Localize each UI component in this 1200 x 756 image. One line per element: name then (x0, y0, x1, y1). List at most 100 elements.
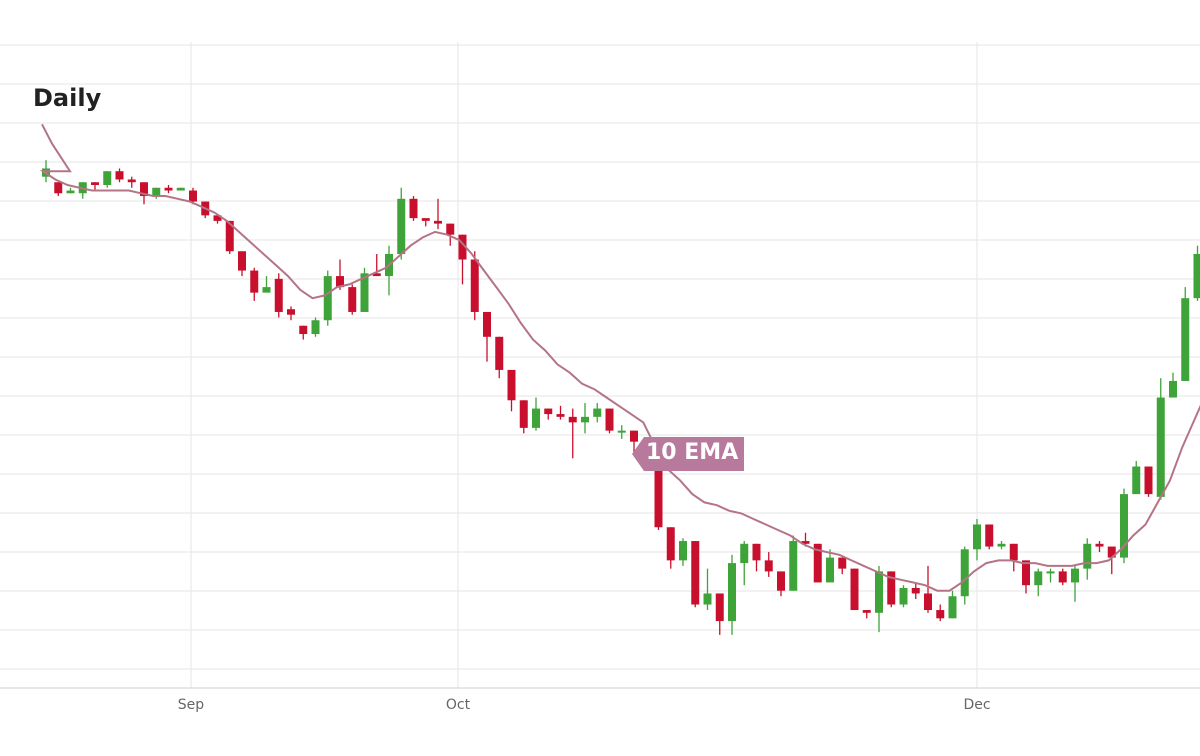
ema-tag-label: 10 EMA (646, 440, 739, 465)
candle-body-down (911, 587, 920, 594)
candle-body-down (924, 593, 932, 611)
candle-body-down (91, 182, 99, 185)
candle-body-up (948, 596, 957, 619)
candle-body-down (887, 571, 896, 605)
candle-body-down (372, 273, 381, 277)
ema-tag-shape (632, 437, 744, 471)
candle-body-down (213, 215, 222, 221)
candle-body-down (287, 309, 295, 315)
candle-body-down (1022, 560, 1030, 586)
chart-title: Daily (33, 84, 102, 112)
candle-body-up (103, 171, 112, 185)
candle-body-down (862, 610, 871, 613)
candle-body-down (666, 527, 675, 561)
candle-body-down (348, 287, 357, 312)
candle-body-down (985, 524, 994, 547)
x-tick-label: Sep (178, 697, 205, 713)
candle-body-up (397, 198, 406, 254)
candle-body-up (311, 320, 320, 335)
candle-body-down (1058, 571, 1067, 583)
candle-body-down (605, 408, 614, 431)
candle-body-up (875, 571, 883, 613)
candle-body-down (544, 408, 553, 415)
candle-body-up (593, 408, 602, 417)
x-tick-label: Oct (446, 697, 471, 713)
candle-body-down (299, 325, 308, 335)
candle-body-up (152, 187, 161, 197)
candle-body-up (997, 543, 1006, 547)
candle-body-down (127, 179, 136, 183)
candle-body-down (801, 541, 810, 544)
candle-body-down (238, 251, 246, 271)
candle-body-up (826, 557, 834, 583)
candle-body-up (1193, 254, 1200, 299)
x-tick-label: Dec (963, 697, 990, 713)
candle-body-up (176, 187, 185, 191)
candle-body-down (164, 187, 173, 191)
candle-body-down (1144, 466, 1153, 495)
candle-body-up (532, 408, 540, 428)
candle-body-down (556, 414, 565, 417)
candle-body-down (752, 543, 761, 561)
candle-body-up (728, 563, 736, 622)
candle-body-down (225, 220, 234, 252)
candle-body-down (1095, 543, 1104, 547)
candle-body-up (1156, 397, 1165, 497)
candle-body-up (262, 287, 271, 293)
candle-body-down (470, 259, 479, 312)
candle-body-up (1034, 571, 1043, 586)
candle-body-up (581, 416, 589, 423)
candle-body-down (764, 560, 773, 572)
candle-body-down (568, 416, 577, 423)
grid-layer (0, 42, 1200, 688)
candle-body-down (421, 218, 430, 221)
candle-body-up (703, 593, 712, 605)
candle-body-down (850, 568, 859, 611)
ema-line (39, 123, 1200, 592)
candle-body-down (446, 223, 455, 235)
candle-body-down (630, 430, 638, 442)
candle-body-up (960, 549, 969, 597)
candle-body-up (973, 524, 981, 550)
candle-body-down (838, 557, 847, 569)
candle-body-down (654, 458, 663, 528)
candle-body-down (336, 276, 344, 288)
candle-body-up (899, 587, 908, 605)
candle-body-down (409, 198, 418, 219)
candle-body-down (274, 278, 283, 312)
candle-body-up (740, 543, 749, 564)
candle-body-down (1107, 546, 1116, 558)
x-tick-labels: Sep Oct Dec (178, 697, 991, 713)
candle-body-up (617, 430, 626, 433)
candle-body-down (250, 270, 259, 293)
candle-body-down (519, 400, 528, 428)
candle-body-up (1169, 380, 1177, 398)
candle-body-up (1071, 568, 1079, 583)
candle-body-down (691, 541, 700, 605)
candle-body-down (813, 543, 822, 583)
candle-body-down (434, 220, 442, 224)
candle-body-up (323, 276, 332, 321)
candle-body-up (679, 541, 687, 561)
body-layer (42, 168, 1200, 622)
candle-body-down (507, 369, 516, 401)
candle-body-down (1009, 543, 1018, 561)
candle-body-up (1181, 298, 1190, 381)
candle-body-down (458, 234, 467, 260)
candle-body-up (66, 190, 75, 194)
candle-body-down (189, 190, 197, 202)
candle-body-down (140, 182, 148, 197)
candle-body-up (1120, 494, 1128, 558)
candle-body-down (115, 171, 124, 180)
candle-body-down (495, 336, 504, 370)
candle-body-up (789, 541, 798, 591)
candle-body-up (1046, 571, 1055, 574)
candle-body-down (777, 571, 785, 591)
candle-body-up (360, 273, 369, 312)
candle-body-down (936, 610, 945, 619)
candle-body-up (1132, 466, 1141, 495)
candle-body-down (715, 593, 724, 622)
candle-body-down (54, 182, 63, 194)
